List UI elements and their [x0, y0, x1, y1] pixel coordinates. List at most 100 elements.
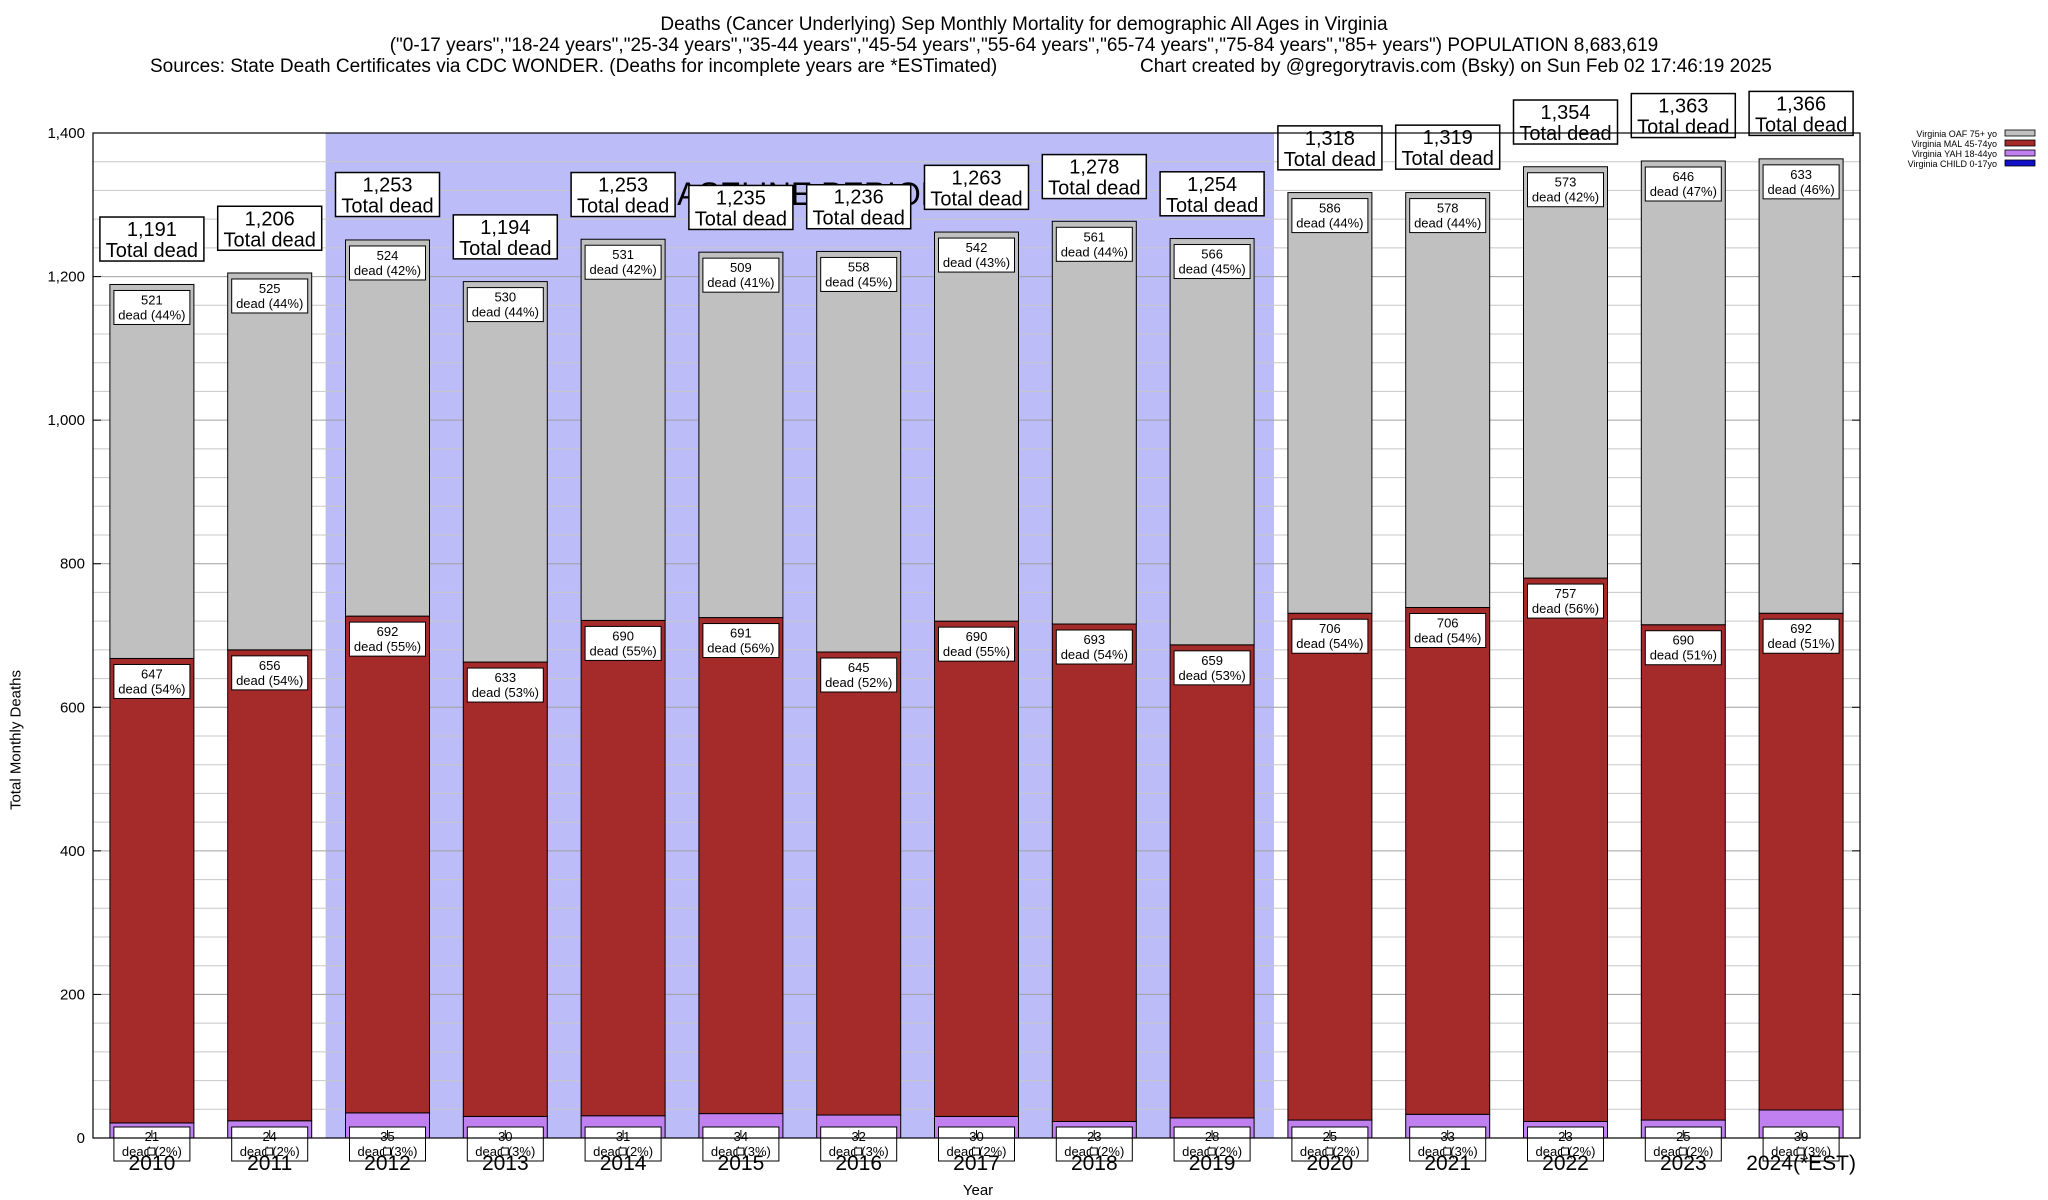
- segment-percent-label: dead (54%): [1296, 636, 1363, 651]
- total-dead-label: Total dead: [1755, 114, 1847, 136]
- oaf-segment: [345, 239, 430, 617]
- segment-label-box: [584, 244, 662, 280]
- segment-value-label: 692: [377, 624, 399, 639]
- legend-swatch: [2004, 129, 2036, 137]
- segment-percent-label: dead (51%): [1767, 636, 1834, 651]
- total-label-box: [1512, 99, 1619, 145]
- segment-value-label: 757: [1555, 586, 1577, 601]
- y-tick-label: 600: [60, 699, 85, 716]
- y-tick-label: 200: [60, 986, 85, 1003]
- oaf-segment: [1758, 158, 1844, 614]
- segment-value-label: 656: [259, 658, 281, 673]
- total-dead-label: Total dead: [1402, 148, 1494, 170]
- child-marker: [1561, 1147, 1569, 1156]
- segment-label-box: [702, 257, 780, 293]
- segment-label-box: [1409, 613, 1487, 649]
- child-marker: [383, 1147, 391, 1156]
- x-tick-label: 2014: [600, 1152, 647, 1175]
- segment-value-label: 645: [848, 660, 870, 675]
- segment-label-box: [349, 621, 426, 657]
- y-tick-label: 1,400: [47, 125, 85, 142]
- segment-percent-label: dead (44%): [1296, 216, 1363, 231]
- legend-label: Virginia MAL 45-74yo: [1911, 139, 1997, 149]
- child-marker: [736, 1147, 745, 1156]
- oaf-segment: [109, 283, 195, 659]
- total-dead-label: Total dead: [459, 238, 551, 260]
- mal-segment: [1758, 612, 1844, 1111]
- x-tick-label: 2020: [1307, 1152, 1354, 1175]
- total-value-label: 1,194: [480, 217, 530, 239]
- child-marker: [972, 1147, 980, 1156]
- segment-label-box: [702, 623, 780, 659]
- total-dead-label: Total dead: [1519, 123, 1611, 145]
- segment-percent-label: dead (41%): [707, 275, 774, 290]
- mal-segment: [580, 619, 666, 1117]
- x-tick-label: 2012: [364, 1152, 411, 1175]
- segment-label-box: [1527, 583, 1604, 619]
- segment-percent-label: dead (44%): [1414, 216, 1481, 231]
- segment-label-box: [820, 256, 898, 292]
- total-dead-label: Total dead: [1637, 117, 1729, 139]
- chart-sources-note: Sources: State Death Certificates via CD…: [150, 56, 998, 77]
- mal-segment: [345, 615, 430, 1114]
- segment-value-label: 692: [1790, 621, 1812, 636]
- child-marker: [1678, 1147, 1687, 1156]
- oaf-segment: [580, 238, 666, 621]
- segment-value-label: 690: [612, 628, 634, 643]
- segment-percent-label: dead (54%): [1061, 647, 1128, 662]
- y-tick-label: 0: [77, 1130, 85, 1147]
- segment-value-label: 693: [1083, 632, 1105, 647]
- segment-value-label: 525: [259, 281, 281, 296]
- segment-label-box: [938, 237, 1015, 273]
- segment-value-label: 690: [1672, 633, 1694, 648]
- mal-segment: [1169, 644, 1255, 1119]
- segment-percent-label: dead (56%): [1532, 601, 1599, 616]
- segment-percent-label: dead (53%): [1178, 668, 1245, 683]
- mal-segment: [1405, 607, 1491, 1115]
- segment-percent-label: dead (44%): [236, 296, 303, 311]
- segment-label-box: [1291, 618, 1369, 654]
- mal-segment: [462, 661, 548, 1117]
- segment-label-box: [584, 625, 662, 661]
- total-value-label: 1,363: [1658, 96, 1708, 118]
- total-value-label: 1,278: [1069, 157, 1119, 179]
- mal-segment: [1523, 577, 1608, 1122]
- oaf-segment: [227, 272, 313, 651]
- total-value-label: 1,254: [1187, 174, 1237, 196]
- chart-credit: Chart created by @gregorytravis.com (Bsk…: [1140, 56, 1772, 77]
- child-marker: [854, 1147, 863, 1156]
- legend-label: Virginia CHILD 0-17yo: [1908, 159, 1997, 169]
- segment-value-label: 586: [1319, 201, 1341, 216]
- total-value-label: 1,253: [598, 175, 648, 197]
- x-tick-label: 2015: [718, 1152, 765, 1175]
- x-tick-label: 2023: [1660, 1152, 1707, 1175]
- segment-value-label: 691: [730, 626, 752, 641]
- child-marker: [1089, 1147, 1098, 1156]
- segment-percent-label: dead (45%): [825, 274, 892, 289]
- total-label-box: [805, 183, 912, 230]
- segment-value-label: 561: [1083, 229, 1105, 244]
- segment-percent-label: dead (54%): [118, 681, 185, 696]
- legend-swatch: [2004, 149, 2036, 157]
- total-value-label: 1,236: [834, 187, 884, 209]
- chart-title: Deaths (Cancer Underlying) Sep Monthly M…: [660, 14, 1388, 35]
- total-dead-label: Total dead: [1284, 149, 1376, 171]
- total-value-label: 1,263: [951, 167, 1001, 189]
- oaf-segment: [1287, 192, 1373, 614]
- segment-percent-label: dead (56%): [707, 641, 774, 656]
- total-label-box: [452, 214, 559, 260]
- y-tick-label: 800: [60, 556, 85, 573]
- segment-label-box: [1527, 172, 1604, 208]
- segment-value-label: 706: [1437, 616, 1459, 631]
- segment-percent-label: dead (55%): [943, 644, 1010, 659]
- segment-label-box: [113, 289, 191, 325]
- segment-label-box: [1173, 650, 1251, 686]
- total-label-box: [688, 184, 794, 231]
- segment-value-label: 566: [1201, 247, 1223, 262]
- oaf-segment: [1169, 238, 1255, 646]
- y-tick-label: 1,200: [47, 269, 85, 286]
- segment-value-label: 578: [1437, 201, 1459, 216]
- oaf-segment: [1405, 192, 1491, 609]
- segment-percent-label: dead (52%): [825, 675, 892, 690]
- segment-label-box: [1762, 618, 1840, 654]
